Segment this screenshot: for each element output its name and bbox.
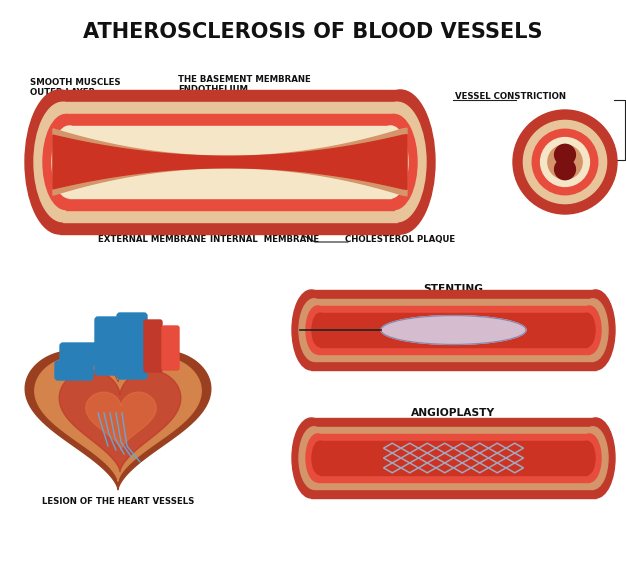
Polygon shape [86,392,156,450]
Bar [66,115,394,210]
FancyBboxPatch shape [95,317,121,375]
Text: SMOOTH MUSCLES
OUTER LAYER: SMOOTH MUSCLES OUTER LAYER [30,78,121,97]
FancyBboxPatch shape [162,326,179,370]
Circle shape [548,145,582,179]
Polygon shape [59,370,181,471]
Ellipse shape [43,115,89,210]
Ellipse shape [579,313,595,347]
FancyBboxPatch shape [117,313,147,379]
Ellipse shape [306,434,329,482]
Text: THE BASEMENT MEMBRANE
ENDOTHELIUM: THE BASEMENT MEMBRANE ENDOTHELIUM [178,75,310,95]
Ellipse shape [369,102,426,222]
Bar [320,441,587,475]
Text: EXTERNAL MEMBRANE: EXTERNAL MEMBRANE [98,235,206,244]
Ellipse shape [312,313,328,347]
Bar [69,126,391,198]
Ellipse shape [577,290,615,370]
Circle shape [513,110,617,214]
Bar [317,434,590,482]
Bar [320,313,587,347]
Ellipse shape [578,306,601,354]
Ellipse shape [306,306,329,354]
Ellipse shape [299,427,329,489]
Text: STENTING: STENTING [423,284,483,294]
Ellipse shape [578,299,608,361]
Ellipse shape [371,115,417,210]
Ellipse shape [25,90,94,234]
Ellipse shape [34,102,91,222]
Polygon shape [53,135,407,189]
Bar [317,306,590,354]
Bar [59,90,401,234]
Text: INTERNAL  MEMBRANE: INTERNAL MEMBRANE [210,235,319,244]
Text: ANGIOPLASTY: ANGIOPLASTY [411,408,495,418]
Bar [63,102,398,222]
Text: VESSEL CONSTRICTION: VESSEL CONSTRICTION [455,92,566,101]
Ellipse shape [299,299,329,361]
FancyBboxPatch shape [144,320,162,372]
Ellipse shape [52,126,86,198]
Ellipse shape [578,434,601,482]
Circle shape [541,137,590,186]
Ellipse shape [577,418,615,498]
Bar [314,427,593,489]
Ellipse shape [374,126,408,198]
Bar [561,154,569,169]
Ellipse shape [312,441,328,475]
Bar [314,299,593,361]
Ellipse shape [579,441,595,475]
Ellipse shape [292,418,331,498]
Ellipse shape [366,90,435,234]
Polygon shape [35,357,201,481]
Text: ATHEROSCLEROSIS OF BLOOD VESSELS: ATHEROSCLEROSIS OF BLOOD VESSELS [83,22,543,42]
Bar [311,418,596,498]
Ellipse shape [578,427,608,489]
Circle shape [532,129,598,195]
Ellipse shape [381,316,526,344]
Circle shape [523,120,607,203]
Polygon shape [25,351,211,490]
Ellipse shape [292,290,331,370]
FancyBboxPatch shape [55,361,93,380]
Polygon shape [53,128,407,196]
Bar [311,290,596,370]
Text: LESION OF THE HEART VESSELS: LESION OF THE HEART VESSELS [42,497,194,506]
Circle shape [555,159,575,180]
FancyBboxPatch shape [60,343,102,365]
Circle shape [555,144,575,165]
Text: CHOLESTEROL PLAQUE: CHOLESTEROL PLAQUE [345,235,455,244]
